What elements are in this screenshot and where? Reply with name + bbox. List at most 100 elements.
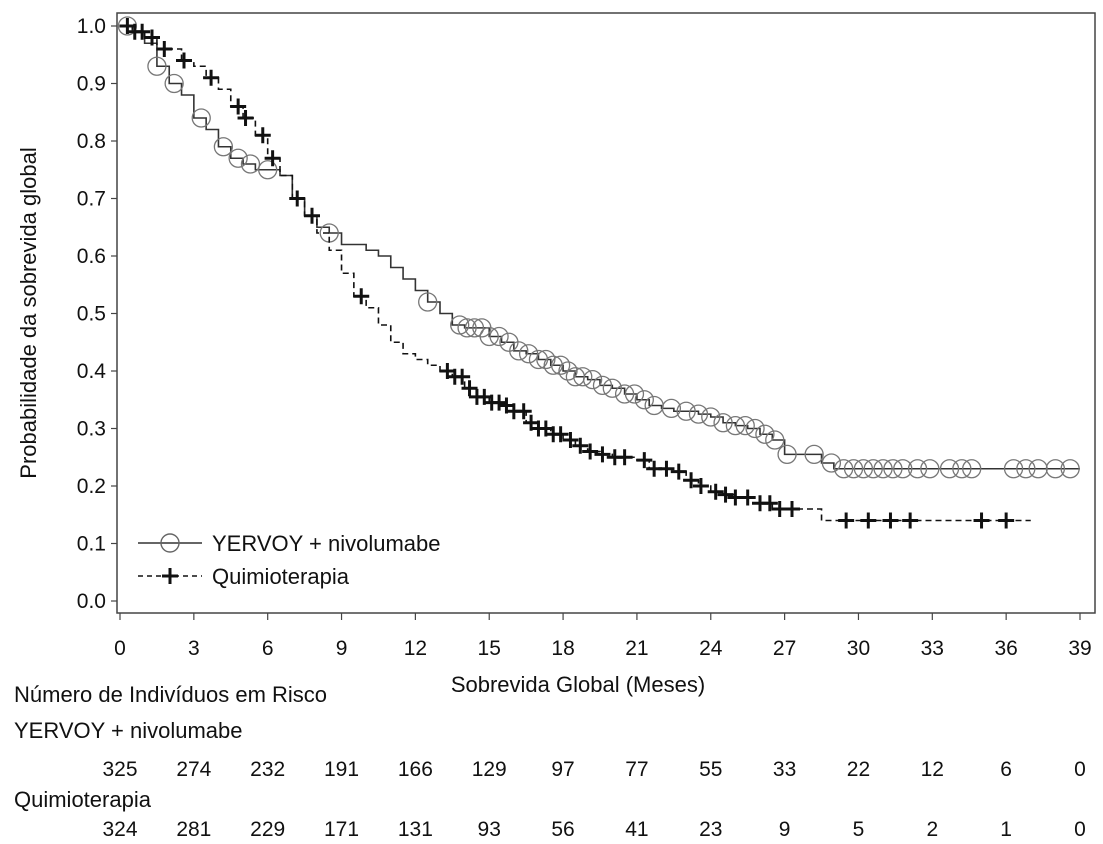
censor-marker-quimio xyxy=(491,394,508,411)
censor-marker-quimio xyxy=(203,69,220,86)
risk-count: 5 xyxy=(852,818,865,841)
censor-marker-quimio xyxy=(461,380,478,397)
censor-marker-quimio xyxy=(717,486,734,503)
risk-count: 97 xyxy=(551,758,575,781)
censor-marker-quimio xyxy=(454,368,471,385)
censor-marker-yervoy xyxy=(634,390,654,410)
censor-marker-quimio xyxy=(882,512,899,529)
censor-marker-yervoy xyxy=(528,349,549,370)
censor-marker-quimio xyxy=(237,110,254,126)
x-tick-label: 3 xyxy=(188,637,200,660)
risk-count: 6 xyxy=(1000,758,1012,781)
censor-marker-yervoy xyxy=(258,160,278,180)
censor-marker-quimio xyxy=(289,190,306,207)
x-tick-label: 36 xyxy=(994,637,1017,660)
y-tick-label: 0.6 xyxy=(77,245,106,268)
risk-count: 129 xyxy=(471,758,507,781)
censor-marker-quimio xyxy=(902,512,919,529)
censor-marker-quimio xyxy=(658,460,675,477)
censor-marker-yervoy xyxy=(713,413,733,433)
censor-marker-quimio xyxy=(134,23,151,40)
x-tick-label: 0 xyxy=(114,637,126,660)
censor-marker-yervoy xyxy=(661,398,682,419)
risk-count: 41 xyxy=(625,818,649,841)
y-axis-ticks: 0.0 0.1 0.2 0.3 0.4 0.5 0.6 0.7 0.8 0.9 1.0 xyxy=(77,15,117,613)
risk-count: 166 xyxy=(397,758,433,781)
censor-marker-yervoy xyxy=(777,444,797,465)
censor-marker-quimio xyxy=(636,452,653,469)
censor-marker-yervoy xyxy=(592,375,613,396)
censor-marker-yervoy xyxy=(1003,459,1024,479)
risk-group-name-yervoy: YERVOY + nivolumabe xyxy=(14,718,243,743)
censor-marker-yervoy xyxy=(213,137,234,157)
risk-count: 191 xyxy=(324,758,360,781)
censor-marker-yervoy xyxy=(755,424,775,444)
y-tick-label: 0.0 xyxy=(77,590,106,613)
censor-marker-yervoy xyxy=(518,344,539,364)
censor-marker-yervoy xyxy=(745,418,765,439)
censor-marker-yervoy xyxy=(1028,459,1048,479)
risk-count: 324 xyxy=(102,818,138,841)
risk-count: 33 xyxy=(772,758,797,781)
risk-count: 2 xyxy=(926,818,939,841)
censor-marker-yervoy xyxy=(883,459,903,479)
x-tick-label: 12 xyxy=(404,637,427,660)
risk-count: 77 xyxy=(625,758,649,781)
censor-marker-yervoy xyxy=(479,326,499,347)
censor-marker-yervoy xyxy=(676,401,696,421)
censor-marker-quimio xyxy=(973,512,990,529)
censor-marker-yervoy xyxy=(536,349,556,370)
censor-marker-yervoy xyxy=(457,318,477,338)
censor-marker-yervoy xyxy=(939,459,960,479)
censor-marker-yervoy xyxy=(853,459,874,479)
x-axis-ticks: 0 3 6 9 12 15 18 21 24 27 30 33 36 39 xyxy=(114,613,1092,660)
censor-marker-quimio xyxy=(562,432,579,448)
censor-marker-yervoy xyxy=(863,459,883,479)
censor-marker-quimio xyxy=(515,403,532,420)
risk-count: 171 xyxy=(324,818,360,841)
series-line-quimio xyxy=(120,25,1031,522)
km-chart: 0.00.10.20.30.40.50.60.70.80.91.0 0 3 6 9 12… xyxy=(16,12,1096,697)
censor-marker-yervoy xyxy=(735,415,755,436)
censor-marker-quimio xyxy=(707,483,724,500)
censor-marker-quimio xyxy=(264,150,281,167)
legend-marker-yervoy xyxy=(160,533,180,553)
censor-marker-yervoy xyxy=(614,384,635,404)
y-axis-label: Probabilidade da sobrevida global xyxy=(16,147,41,478)
censor-marker-quimio xyxy=(230,98,247,115)
censor-marker-yervoy xyxy=(920,459,940,479)
censor-marker-yervoy xyxy=(834,459,854,479)
risk-count: 0 xyxy=(1074,758,1086,781)
plot-frame xyxy=(116,12,1096,614)
censor-marker-yervoy xyxy=(804,444,824,465)
censor-marker-yervoy xyxy=(543,355,563,375)
censor-marker-yervoy xyxy=(191,108,211,128)
censor-marker-yervoy xyxy=(573,367,593,387)
censor-marker-yervoy xyxy=(418,292,438,312)
censor-marker-yervoy xyxy=(701,407,721,427)
censor-marker-quimio xyxy=(572,437,589,454)
risk-count: 23 xyxy=(699,818,723,841)
risk-count: 9 xyxy=(778,818,791,841)
risk-count: 229 xyxy=(250,818,286,841)
y-tick-label: 0.8 xyxy=(77,130,106,153)
censor-marker-yervoy xyxy=(962,459,982,479)
censor-marker-yervoy xyxy=(1060,459,1080,479)
x-tick-label: 18 xyxy=(551,637,574,660)
censor-marker-yervoy xyxy=(558,361,578,381)
x-tick-label: 33 xyxy=(921,637,944,660)
censor-marker-yervoy xyxy=(725,415,746,436)
censor-marker-quimio xyxy=(670,463,687,480)
censor-marker-quimio xyxy=(176,52,192,69)
censor-marker-yervoy xyxy=(893,459,913,479)
risk-count: 1 xyxy=(1000,818,1012,841)
censor-marker-quimio xyxy=(254,127,271,144)
censor-marker-quimio xyxy=(353,288,370,305)
censor-marker-yervoy xyxy=(228,148,248,168)
legend-label-quimio: Quimioterapia xyxy=(212,564,350,589)
y-tick-label: 0.9 xyxy=(77,73,106,96)
risk-count: 56 xyxy=(551,818,575,841)
y-tick-label: 0.4 xyxy=(77,360,107,383)
censor-marker-quimio xyxy=(838,512,855,529)
censor-marker-quimio xyxy=(860,512,877,529)
